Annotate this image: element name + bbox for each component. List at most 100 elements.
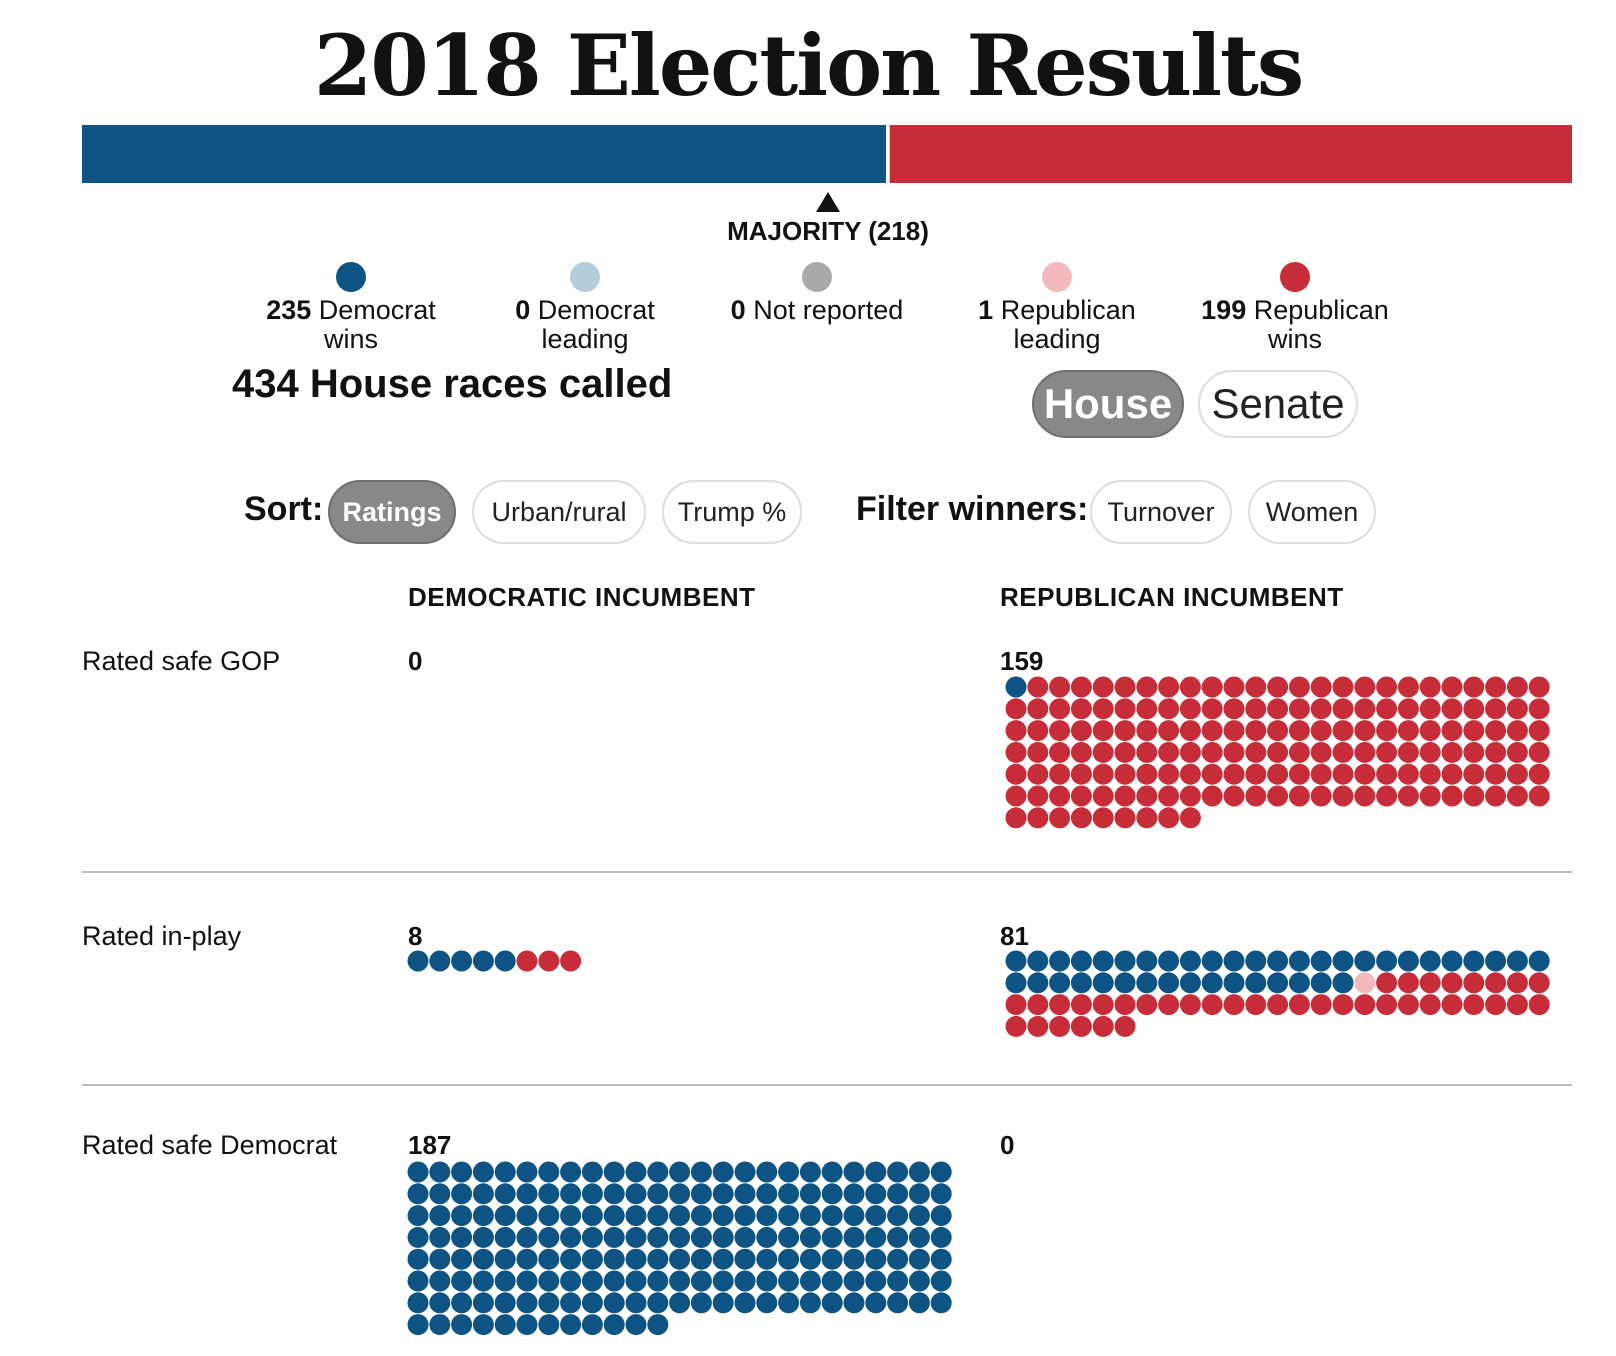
seat-dot-dem-win[interactable] <box>494 1270 516 1292</box>
seat-dot-dem-win[interactable] <box>625 1314 647 1336</box>
seat-dot-rep-win[interactable] <box>1441 785 1463 807</box>
seat-dot-dem-win[interactable] <box>734 1226 756 1248</box>
seat-dot-dem-win[interactable] <box>930 1226 952 1248</box>
seat-dot-dem-win[interactable] <box>451 950 473 972</box>
seat-dot-dem-win[interactable] <box>1201 950 1223 972</box>
seat-dot-dem-win[interactable] <box>799 1248 821 1270</box>
seat-dot-dem-win[interactable] <box>560 1226 582 1248</box>
seat-dot-dem-win[interactable] <box>538 1292 560 1314</box>
seat-dot-rep-win[interactable] <box>1070 1015 1092 1037</box>
seat-dot-rep-win[interactable] <box>1267 698 1289 720</box>
seat-dot-rep-win[interactable] <box>1179 741 1201 763</box>
seat-dot-dem-win[interactable] <box>1223 972 1245 994</box>
seat-dot-rep-win[interactable] <box>1463 720 1485 742</box>
seat-dot-dem-win[interactable] <box>429 1270 451 1292</box>
seat-dot-rep-win[interactable] <box>1005 741 1027 763</box>
seat-dot-rep-win[interactable] <box>1419 720 1441 742</box>
seat-dot-rep-win[interactable] <box>1223 763 1245 785</box>
seat-dot-rep-win[interactable] <box>1223 741 1245 763</box>
seat-dot-rep-win[interactable] <box>1354 994 1376 1016</box>
seat-dot-dem-win[interactable] <box>494 1161 516 1183</box>
seat-dot-dem-win[interactable] <box>1463 950 1485 972</box>
seat-dot-dem-win[interactable] <box>930 1270 952 1292</box>
seat-dot-dem-win[interactable] <box>451 1270 473 1292</box>
seat-dot-rep-win[interactable] <box>1223 994 1245 1016</box>
seat-dot-dem-win[interactable] <box>669 1226 691 1248</box>
seat-dot-rep-win[interactable] <box>1485 763 1507 785</box>
seat-dot-rep-win[interactable] <box>1245 785 1267 807</box>
seat-dot-rep-win[interactable] <box>1463 698 1485 720</box>
seat-dot-rep-win[interactable] <box>1049 698 1071 720</box>
seat-dot-dem-win[interactable] <box>538 1248 560 1270</box>
seat-dot-rep-win[interactable] <box>1092 676 1114 698</box>
seat-dot-dem-win[interactable] <box>603 1183 625 1205</box>
seat-dot-rep-win[interactable] <box>1179 720 1201 742</box>
seat-dot-rep-win[interactable] <box>1332 676 1354 698</box>
seat-dot-dem-win[interactable] <box>756 1183 778 1205</box>
seat-dot-dem-win[interactable] <box>669 1161 691 1183</box>
seat-dot-rep-win[interactable] <box>1027 698 1049 720</box>
seat-dot-rep-win[interactable] <box>1506 698 1528 720</box>
seat-dot-dem-win[interactable] <box>1223 950 1245 972</box>
seat-dot-rep-win[interactable] <box>1506 720 1528 742</box>
seat-dot-rep-win[interactable] <box>1288 698 1310 720</box>
seat-dot-rep-win[interactable] <box>1049 807 1071 829</box>
seat-dot-rep-win[interactable] <box>1070 785 1092 807</box>
seat-dot-dem-win[interactable] <box>538 1161 560 1183</box>
seat-dot-dem-win[interactable] <box>581 1314 603 1336</box>
seat-dot-dem-win[interactable] <box>494 1226 516 1248</box>
seat-dot-rep-win[interactable] <box>1005 785 1027 807</box>
seat-dot-dem-win[interactable] <box>778 1292 800 1314</box>
seat-dot-rep-win[interactable] <box>1114 994 1136 1016</box>
seat-dot-rep-win[interactable] <box>1223 698 1245 720</box>
seat-dot-rep-win[interactable] <box>1354 698 1376 720</box>
seat-dot-dem-win[interactable] <box>799 1226 821 1248</box>
seat-dot-rep-win[interactable] <box>1027 807 1049 829</box>
seat-dot-dem-win[interactable] <box>538 1226 560 1248</box>
seat-dot-rep-win[interactable] <box>1027 1015 1049 1037</box>
seat-dot-dem-win[interactable] <box>799 1161 821 1183</box>
seat-dot-dem-win[interactable] <box>407 1226 429 1248</box>
seat-dot-rep-win[interactable] <box>1528 763 1550 785</box>
seat-dot-dem-win[interactable] <box>472 1161 494 1183</box>
seat-dot-rep-win[interactable] <box>1310 763 1332 785</box>
seat-dot-rep-win[interactable] <box>1114 741 1136 763</box>
seat-dot-rep-win[interactable] <box>1201 994 1223 1016</box>
seat-dot-dem-win[interactable] <box>821 1270 843 1292</box>
seat-dot-dem-win[interactable] <box>778 1270 800 1292</box>
seat-dot-rep-win[interactable] <box>1528 741 1550 763</box>
seat-dot-dem-win[interactable] <box>625 1226 647 1248</box>
seat-dot-rep-win[interactable] <box>1158 741 1180 763</box>
seat-dot-rep-win[interactable] <box>1027 676 1049 698</box>
seat-dot-rep-win[interactable] <box>1463 785 1485 807</box>
seat-dot-rep-win[interactable] <box>538 950 560 972</box>
seat-dot-rep-win[interactable] <box>1419 763 1441 785</box>
seat-dot-dem-win[interactable] <box>516 1292 538 1314</box>
seat-dot-dem-win[interactable] <box>538 1183 560 1205</box>
seat-dot-dem-win[interactable] <box>560 1314 582 1336</box>
seat-dot-dem-win[interactable] <box>1027 972 1049 994</box>
seat-dot-dem-win[interactable] <box>821 1205 843 1227</box>
seat-dot-rep-win[interactable] <box>1005 698 1027 720</box>
seat-dot-dem-win[interactable] <box>843 1226 865 1248</box>
seat-dot-dem-win[interactable] <box>494 1314 516 1336</box>
seat-dot-rep-win[interactable] <box>1310 698 1332 720</box>
seat-dot-rep-win[interactable] <box>1070 763 1092 785</box>
seat-dot-rep-win[interactable] <box>1506 972 1528 994</box>
seat-dot-rep-win[interactable] <box>1267 763 1289 785</box>
seat-dot-dem-win[interactable] <box>429 1226 451 1248</box>
seat-dot-dem-win[interactable] <box>778 1205 800 1227</box>
seat-dot-dem-win[interactable] <box>581 1183 603 1205</box>
seat-dot-dem-win[interactable] <box>538 1205 560 1227</box>
seat-dot-rep-win[interactable] <box>1419 741 1441 763</box>
seat-dot-dem-win[interactable] <box>494 1292 516 1314</box>
seat-dot-rep-win[interactable] <box>1485 994 1507 1016</box>
seat-dot-dem-win[interactable] <box>407 1292 429 1314</box>
seat-dot-dem-win[interactable] <box>1245 950 1267 972</box>
seat-dot-rep-win[interactable] <box>1397 676 1419 698</box>
seat-dot-rep-win[interactable] <box>1310 676 1332 698</box>
seat-dot-rep-win[interactable] <box>1092 785 1114 807</box>
seat-dot-dem-win[interactable] <box>930 1161 952 1183</box>
seat-dot-dem-win[interactable] <box>1310 972 1332 994</box>
seat-dot-rep-win[interactable] <box>1092 741 1114 763</box>
